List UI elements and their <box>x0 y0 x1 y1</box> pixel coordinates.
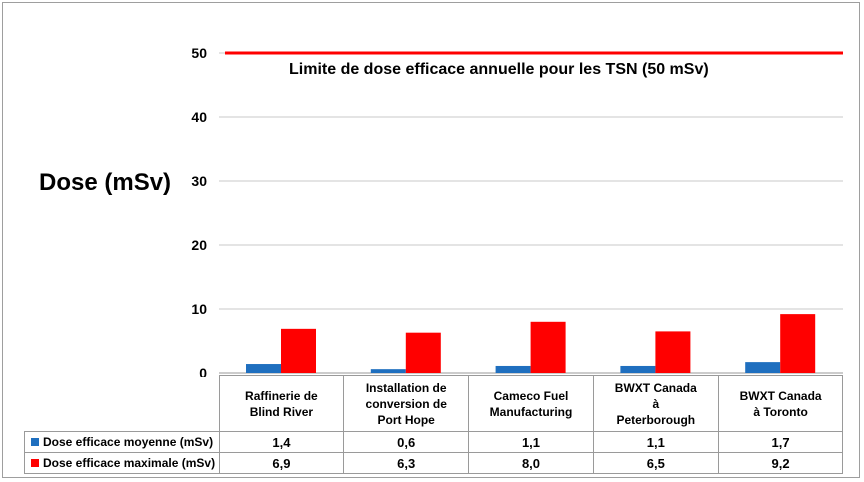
category-label: Cameco Fuel Manufacturing <box>468 375 594 432</box>
y-tick-label: 50 <box>191 45 207 61</box>
category-label: BWXT Canada à Peterborough <box>592 375 719 432</box>
chart-plot: 0 10 20 30 40 50 <box>191 45 843 377</box>
bar-max-dose <box>655 331 691 373</box>
bar-max-dose <box>405 332 441 373</box>
bar-average-dose <box>620 365 656 373</box>
series-legend-label: Dose efficace maximale (mSv) <box>24 452 220 474</box>
table-corner <box>24 375 220 432</box>
y-tick-label: 10 <box>191 301 207 317</box>
bar-average-dose <box>495 365 531 373</box>
y-tick-label: 40 <box>191 109 207 125</box>
data-label: 0,6 <box>343 431 470 453</box>
bar-average-dose <box>370 369 406 373</box>
y-tick-label: 30 <box>191 173 207 189</box>
category-label: Raffinerie de Blind River <box>218 375 345 432</box>
data-label: 6,9 <box>218 452 345 474</box>
data-label: 8,0 <box>468 452 594 474</box>
data-label: 1,4 <box>218 431 345 453</box>
table-row: Dose efficace maximale (mSv) 6,9 6,3 8,0 6,5… <box>24 452 844 474</box>
category-label: BWXT Canada à Toronto <box>717 375 844 432</box>
bar-average-dose <box>246 364 281 373</box>
data-label: 1,1 <box>468 431 594 453</box>
y-tick-label: 0 <box>199 365 207 377</box>
data-table: Raffinerie de Blind River Installation de… <box>24 375 844 474</box>
category-label: Installation de conversion de Port Hope <box>343 375 470 432</box>
data-label: 1,1 <box>592 431 719 453</box>
series-legend-label: Dose efficace moyenne (mSv) <box>24 431 220 453</box>
data-label: 9,2 <box>717 452 844 474</box>
legend-swatch <box>31 458 39 467</box>
bar-average-dose <box>745 362 781 373</box>
data-label: 6,3 <box>343 452 470 474</box>
reference-line-label: Limite de dose efficace annuelle pour le… <box>289 61 709 78</box>
y-tick-label: 20 <box>191 237 207 253</box>
data-label: 1,7 <box>717 431 844 453</box>
bar-max-dose <box>530 321 566 373</box>
legend-swatch <box>31 437 39 446</box>
bar-max-dose <box>281 328 316 373</box>
y-axis-label: Dose (mSv) <box>39 169 172 196</box>
data-label: 6,5 <box>592 452 719 474</box>
bar-max-dose <box>780 314 816 373</box>
table-row: Dose efficace moyenne (mSv) 1,4 0,6 1,1 1,1 1… <box>24 431 844 453</box>
